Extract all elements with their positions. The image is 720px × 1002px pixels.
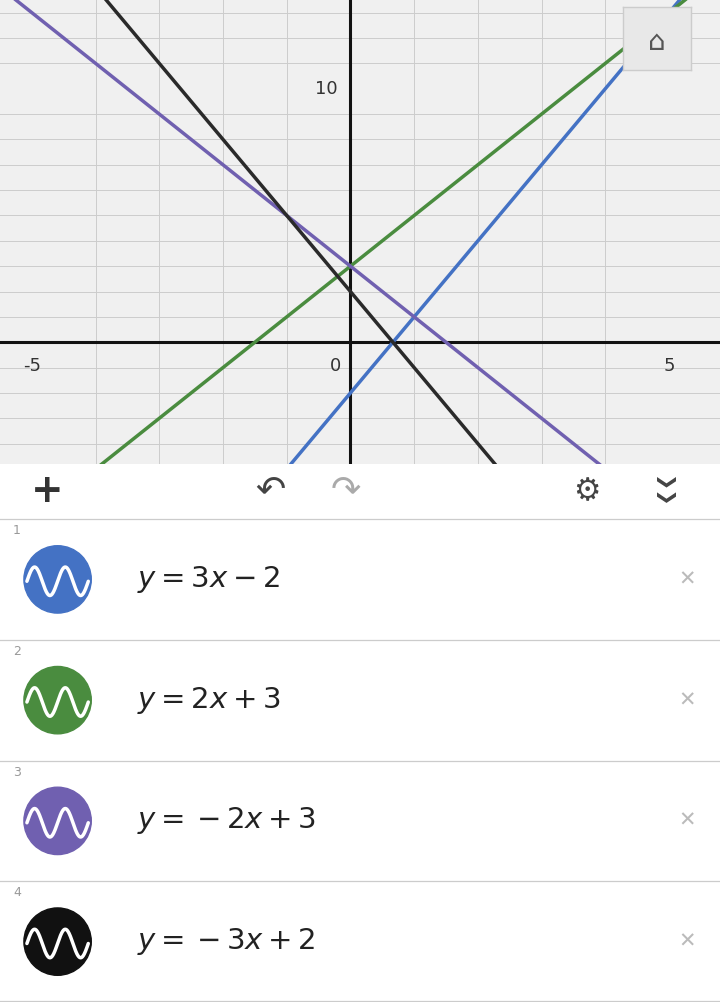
Text: 2: 2: [13, 645, 21, 657]
Text: ✕: ✕: [679, 690, 696, 710]
Text: 5: 5: [663, 358, 675, 376]
Text: 10: 10: [315, 80, 338, 98]
Text: ⌂: ⌂: [648, 28, 666, 56]
Text: +: +: [30, 473, 63, 510]
Text: 4: 4: [13, 887, 21, 899]
Circle shape: [24, 908, 91, 975]
Circle shape: [24, 788, 91, 855]
Text: ↶: ↶: [255, 473, 285, 507]
Text: ❯❯: ❯❯: [653, 475, 672, 508]
Circle shape: [24, 546, 91, 613]
Text: -5: -5: [23, 358, 41, 376]
Text: ✕: ✕: [679, 811, 696, 831]
Circle shape: [24, 666, 91, 733]
Text: $y = -2x + 3$: $y = -2x + 3$: [137, 806, 316, 837]
Text: 0: 0: [330, 358, 341, 376]
Text: $y = 2x + 3$: $y = 2x + 3$: [137, 684, 280, 715]
Text: 1: 1: [13, 524, 21, 537]
Text: ✕: ✕: [679, 932, 696, 952]
Text: ↷: ↷: [330, 473, 361, 507]
Text: $y = 3x - 2$: $y = 3x - 2$: [137, 564, 279, 595]
Text: 3: 3: [13, 766, 21, 779]
Text: ⚙: ⚙: [573, 477, 600, 506]
Text: ✕: ✕: [679, 569, 696, 589]
Text: $y = -3x + 2$: $y = -3x + 2$: [137, 926, 315, 957]
